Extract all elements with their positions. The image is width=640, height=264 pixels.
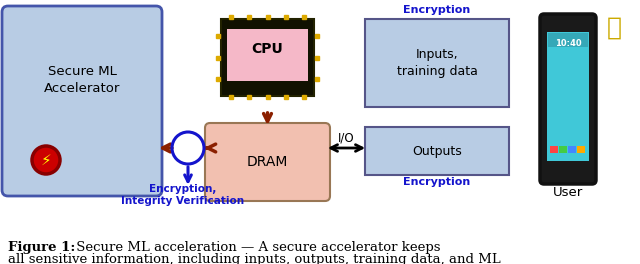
Text: Outputs: Outputs <box>412 144 462 158</box>
Text: Secure ML
Accelerator: Secure ML Accelerator <box>44 65 120 95</box>
Text: Encryption: Encryption <box>403 5 470 15</box>
Text: all sensitive information, including inputs, outputs, training data, and ML: all sensitive information, including inp… <box>8 253 500 264</box>
Text: 10:40: 10:40 <box>555 39 581 48</box>
FancyBboxPatch shape <box>365 19 509 107</box>
FancyBboxPatch shape <box>221 19 314 96</box>
Text: ⚡: ⚡ <box>40 153 51 167</box>
FancyBboxPatch shape <box>2 6 162 196</box>
Text: Secure ML acceleration — A secure accelerator keeps: Secure ML acceleration — A secure accele… <box>72 242 440 254</box>
FancyBboxPatch shape <box>547 32 589 161</box>
Text: 🗝: 🗝 <box>607 16 621 40</box>
Text: CPU: CPU <box>252 42 284 56</box>
FancyBboxPatch shape <box>540 14 596 184</box>
Text: Encryption: Encryption <box>403 177 470 187</box>
Text: Encryption,
Integrity Verification: Encryption, Integrity Verification <box>122 184 244 206</box>
FancyBboxPatch shape <box>568 145 575 153</box>
Text: Inputs,
training data: Inputs, training data <box>397 48 477 78</box>
FancyBboxPatch shape <box>577 145 584 153</box>
Text: DRAM: DRAM <box>247 155 288 169</box>
Text: User: User <box>553 186 583 200</box>
FancyBboxPatch shape <box>227 29 308 81</box>
Text: Figure 1:: Figure 1: <box>8 242 76 254</box>
FancyBboxPatch shape <box>205 123 330 201</box>
FancyBboxPatch shape <box>550 145 557 153</box>
Text: I/O: I/O <box>338 131 355 144</box>
Circle shape <box>32 146 60 174</box>
FancyBboxPatch shape <box>559 145 566 153</box>
FancyBboxPatch shape <box>365 127 509 175</box>
FancyBboxPatch shape <box>548 33 588 47</box>
